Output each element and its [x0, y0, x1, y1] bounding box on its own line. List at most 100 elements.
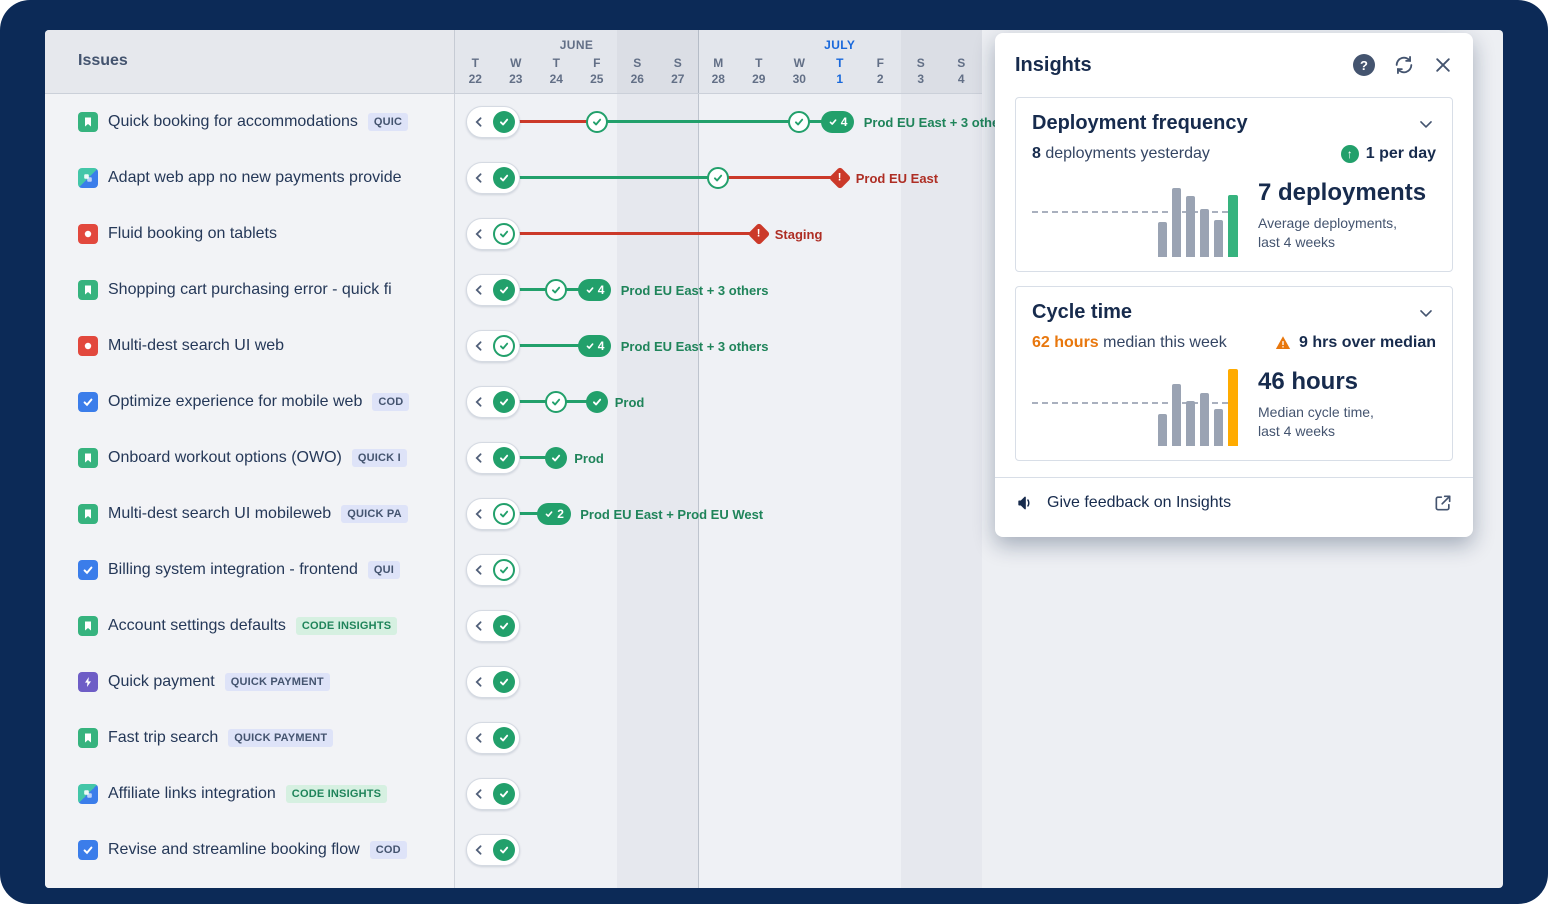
deployment-count-badge[interactable]: 4: [577, 279, 612, 301]
expand-deployments-pill[interactable]: [466, 834, 520, 866]
month-label: JULY: [824, 38, 856, 52]
issue-cell: Fluid booking on tablets: [45, 206, 455, 262]
deployment-check-node[interactable]: [585, 111, 608, 133]
day-date-label: 23: [509, 72, 523, 86]
issue-title: Shopping cart purchasing error - quick f…: [108, 281, 392, 298]
issue-row[interactable]: Account settings defaults CODE INSIGHTS: [45, 598, 982, 654]
expand-deployments-pill[interactable]: [466, 386, 520, 418]
expand-deployments-pill[interactable]: [466, 162, 520, 194]
issue-row[interactable]: Fast trip search QUICK PAYMENT: [45, 710, 982, 766]
issues-column-header: Issues: [78, 52, 128, 69]
deployment-alert-icon[interactable]: !: [747, 222, 771, 246]
issue-row[interactable]: Onboard workout options (OWO) QUICK I Prod: [45, 430, 982, 486]
issue-row[interactable]: Quick booking for accommodations QUIC 4 Pro…: [45, 94, 1012, 150]
deployment-env-label: Prod EU East + Prod EU West: [580, 507, 764, 522]
help-icon[interactable]: ?: [1353, 54, 1375, 76]
issue-badge: QUICK I: [351, 449, 407, 467]
expand-deployments-pill[interactable]: [466, 106, 520, 138]
issue-title: Onboard workout options (OWO): [108, 449, 342, 466]
issue-type-icon-subtask: [78, 784, 98, 804]
chart-baseline: [1032, 211, 1238, 213]
issue-cell: Quick payment QUICK PAYMENT: [45, 654, 455, 710]
chevron-left-icon: [471, 394, 487, 410]
timeline-column-3: [900, 30, 941, 888]
issue-row[interactable]: Affiliate links integration CODE INSIGHTS: [45, 766, 982, 822]
issue-row[interactable]: Multi-dest search UI web 4 Prod EU East + …: [45, 318, 982, 374]
chart-bar: [1214, 220, 1223, 257]
day-of-week-label: F: [593, 56, 601, 70]
chart-bar: [1186, 196, 1195, 257]
deployment-env-label: Prod EU East: [855, 171, 939, 186]
deployment-alert-icon[interactable]: !: [828, 166, 852, 190]
day-of-week-label: F: [876, 56, 884, 70]
expand-deployments-pill[interactable]: [466, 778, 520, 810]
close-icon[interactable]: [1433, 55, 1453, 75]
deployment-status-icon: [493, 335, 515, 357]
deployment-status-icon: [493, 727, 515, 749]
day-date-label: 30: [792, 72, 806, 86]
chevron-down-icon[interactable]: [1416, 114, 1436, 134]
deployment-check-node[interactable]: [545, 447, 568, 469]
chart-bar: [1214, 409, 1223, 446]
deployment-check-node[interactable]: [585, 391, 608, 413]
expand-deployments-pill[interactable]: [466, 498, 520, 530]
issue-row[interactable]: Shopping cart purchasing error - quick f…: [45, 262, 982, 318]
give-feedback-button[interactable]: Give feedback on Insights: [995, 477, 1473, 528]
day-date-label: 1: [836, 72, 844, 86]
deployment-env-label: Prod EU East + 3 others: [620, 339, 769, 354]
deployment-count-badge[interactable]: 4: [820, 111, 855, 133]
issue-cell: Fast trip search QUICK PAYMENT: [45, 710, 455, 766]
chevron-down-icon[interactable]: [1416, 303, 1436, 323]
issue-row[interactable]: Adapt web app no new payments provide! Pr…: [45, 150, 982, 206]
day-of-week-label: W: [510, 56, 522, 70]
deployment-env-label: Staging: [774, 227, 823, 242]
day-date-label: 4: [957, 72, 965, 86]
day-of-week-label: W: [793, 56, 805, 70]
issue-badge: QUICK PAYMENT: [228, 729, 334, 747]
issue-cell: Billing system integration - frontend QUI: [45, 542, 455, 598]
issue-row[interactable]: Billing system integration - frontend QUI: [45, 542, 982, 598]
expand-deployments-pill[interactable]: [466, 330, 520, 362]
expand-deployments-pill[interactable]: [466, 610, 520, 642]
issue-row[interactable]: Quick payment QUICK PAYMENT: [45, 654, 982, 710]
chevron-left-icon: [471, 562, 487, 578]
issue-title: Fast trip search: [108, 729, 219, 746]
issue-badge: QUICK PA: [341, 505, 408, 523]
timeline-column-2: [860, 30, 901, 888]
issue-row[interactable]: Optimize experience for mobile web COD Pro…: [45, 374, 982, 430]
deployment-check-node[interactable]: [545, 279, 568, 301]
issue-cell: Revise and streamline booking flow COD: [45, 822, 455, 878]
deployment-line: [515, 232, 759, 235]
expand-deployments-pill[interactable]: [466, 554, 520, 586]
chevron-left-icon: [471, 338, 487, 354]
deployment-check-node[interactable]: [707, 167, 730, 189]
issue-row[interactable]: Multi-dest search UI mobileweb QUICK PA 2 P…: [45, 486, 982, 542]
issue-row[interactable]: Revise and streamline booking flow COD: [45, 822, 982, 878]
expand-deployments-pill[interactable]: [466, 218, 520, 250]
deployment-check-node[interactable]: [545, 391, 568, 413]
expand-deployments-pill[interactable]: [466, 274, 520, 306]
issue-row[interactable]: Fluid booking on tablets! Staging: [45, 206, 982, 262]
deployment-status-icon: [493, 279, 515, 301]
deployment-status-icon: [493, 839, 515, 861]
issue-title: Affiliate links integration: [108, 785, 276, 802]
issue-cell: Affiliate links integration CODE INSIGHTS: [45, 766, 455, 822]
expand-deployments-pill[interactable]: [466, 722, 520, 754]
issue-badge: COD: [369, 841, 407, 859]
deployment-check-node[interactable]: [788, 111, 811, 133]
deployment-status-icon: [493, 167, 515, 189]
day-of-week-label: S: [957, 56, 966, 70]
cycle-time-median-value: 46 hours: [1258, 368, 1359, 395]
timeline-column-30: [779, 30, 820, 888]
issue-cell: Quick booking for accommodations QUIC: [45, 94, 455, 150]
refresh-icon[interactable]: [1393, 54, 1415, 76]
chart-bar: [1172, 383, 1181, 446]
deployment-count-badge[interactable]: 2: [537, 503, 571, 525]
expand-deployments-pill[interactable]: [466, 666, 520, 698]
deployment-env-label: Prod: [574, 451, 604, 466]
deployment-line: [515, 344, 597, 347]
deployment-count-badge[interactable]: 4: [577, 335, 612, 357]
expand-deployments-pill[interactable]: [466, 442, 520, 474]
chevron-left-icon: [471, 450, 487, 466]
megaphone-icon: [1015, 493, 1035, 513]
